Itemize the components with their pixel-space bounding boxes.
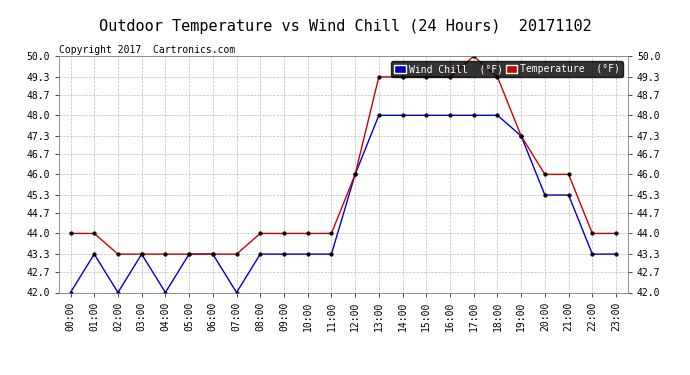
Text: Copyright 2017  Cartronics.com: Copyright 2017 Cartronics.com xyxy=(59,45,235,55)
Text: Outdoor Temperature vs Wind Chill (24 Hours)  20171102: Outdoor Temperature vs Wind Chill (24 Ho… xyxy=(99,19,591,34)
Legend: Wind Chill  (°F), Temperature  (°F): Wind Chill (°F), Temperature (°F) xyxy=(391,61,623,77)
